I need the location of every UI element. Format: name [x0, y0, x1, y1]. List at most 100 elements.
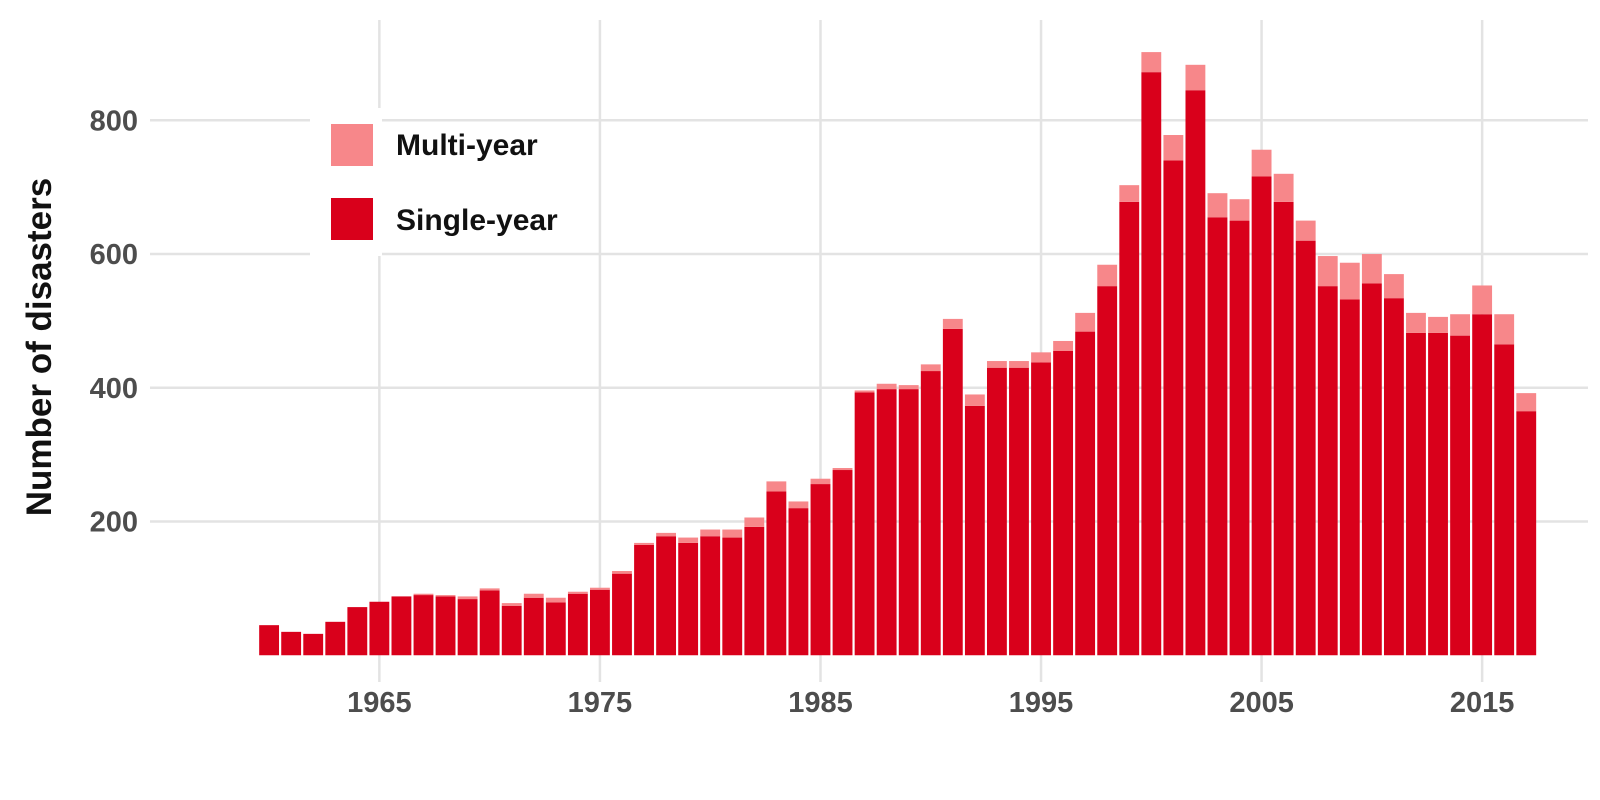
bar-multi-year — [413, 593, 434, 596]
y-tick-label: 400 — [90, 373, 138, 405]
x-tick-label: 1995 — [1009, 687, 1074, 719]
bar-single-year — [1185, 90, 1206, 656]
bar-multi-year — [1031, 352, 1051, 363]
bar-single-year — [1406, 332, 1426, 656]
bar-multi-year — [1295, 220, 1316, 241]
bar-single-year — [1494, 344, 1515, 656]
bar-single-year — [612, 573, 632, 656]
bar-multi-year — [1053, 340, 1074, 351]
bar-multi-year — [1229, 199, 1250, 221]
bar-single-year — [678, 542, 699, 656]
bar-multi-year — [501, 603, 522, 606]
x-tick-label: 1985 — [788, 687, 853, 719]
x-tick-label: 1965 — [347, 687, 412, 719]
bar-multi-year — [1273, 173, 1294, 202]
bar-multi-year — [1141, 52, 1162, 73]
bar-single-year — [347, 607, 368, 656]
x-tick-label: 2005 — [1229, 687, 1294, 719]
bar-multi-year — [1207, 193, 1228, 218]
bar-single-year — [501, 605, 522, 656]
bar-single-year — [1119, 201, 1140, 656]
bar-multi-year — [656, 532, 677, 537]
bar-multi-year — [1428, 316, 1448, 333]
bar-multi-year — [1383, 274, 1404, 299]
bar-single-year — [898, 389, 919, 656]
bar-single-year — [942, 328, 963, 656]
bar-multi-year — [634, 542, 654, 545]
bar-multi-year — [678, 537, 699, 543]
bar-single-year — [259, 625, 280, 656]
bar-multi-year — [1494, 314, 1515, 345]
bar-single-year — [656, 536, 677, 656]
y-axis-title: Number of disasters — [20, 178, 59, 516]
bar-single-year — [1273, 201, 1294, 656]
bar-single-year — [1207, 217, 1228, 656]
y-tick-label: 600 — [90, 239, 138, 271]
bar-single-year — [744, 526, 765, 656]
y-tick-label: 800 — [90, 105, 138, 137]
bar-single-year — [964, 405, 985, 656]
bar-single-year — [854, 392, 875, 656]
bars — [259, 52, 1537, 656]
bar-single-year — [1075, 331, 1096, 656]
bar-multi-year — [810, 478, 831, 485]
bar-multi-year — [1339, 262, 1360, 300]
bar-multi-year — [1361, 254, 1382, 284]
bar-single-year — [325, 621, 346, 656]
bar-single-year — [1339, 299, 1360, 656]
legend-swatch-multi-year — [331, 124, 373, 166]
bar-single-year — [1317, 286, 1338, 656]
bar-multi-year — [1406, 312, 1426, 333]
bar-multi-year — [964, 394, 985, 406]
bar-single-year — [722, 537, 743, 656]
bar-multi-year — [1009, 361, 1029, 368]
legend: Multi-year Single-year — [310, 108, 558, 256]
bar-single-year — [920, 371, 941, 656]
bar-multi-year — [920, 364, 941, 372]
bar-single-year — [567, 593, 588, 656]
bar-single-year — [1097, 286, 1118, 656]
legend-label-multi-year: Multi-year — [396, 129, 538, 162]
bar-single-year — [1516, 411, 1537, 656]
legend-label-single-year: Single-year — [396, 204, 558, 237]
bar-single-year — [1472, 314, 1493, 656]
bar-multi-year — [1097, 264, 1118, 287]
bar-single-year — [788, 508, 809, 656]
bar-multi-year — [700, 529, 721, 537]
bar-multi-year — [457, 596, 478, 600]
bar-multi-year — [1251, 149, 1272, 177]
bar-single-year — [523, 597, 544, 656]
bar-single-year — [1141, 72, 1162, 656]
bar-multi-year — [1163, 135, 1184, 161]
bar-single-year — [457, 599, 478, 656]
bar-single-year — [1383, 298, 1404, 656]
bar-single-year — [590, 589, 610, 656]
bar-multi-year — [590, 587, 610, 590]
bar-single-year — [634, 544, 654, 656]
bar-single-year — [369, 601, 390, 656]
bar-multi-year — [567, 591, 588, 594]
bar-single-year — [876, 389, 897, 656]
bar-single-year — [1450, 335, 1471, 656]
bar-single-year — [479, 590, 500, 656]
bar-multi-year — [1119, 185, 1140, 202]
bar-multi-year — [1472, 285, 1493, 315]
bar-single-year — [1229, 220, 1250, 656]
bar-single-year — [1009, 367, 1029, 656]
y-axis: 200 400 600 800 — [90, 105, 138, 538]
bar-single-year — [391, 596, 412, 656]
bar-multi-year — [854, 390, 875, 393]
bar-single-year — [413, 595, 434, 656]
x-tick-label: 1975 — [568, 687, 633, 719]
bar-single-year — [303, 633, 324, 656]
bar-multi-year — [612, 570, 632, 574]
bar-multi-year — [832, 468, 853, 471]
x-axis: 1965 1975 1985 1995 2005 2015 — [347, 687, 1514, 719]
bar-single-year — [832, 470, 853, 656]
bar-multi-year — [1516, 393, 1537, 412]
bar-multi-year — [722, 529, 743, 538]
bar-single-year — [545, 602, 566, 656]
bar-multi-year — [744, 517, 765, 527]
